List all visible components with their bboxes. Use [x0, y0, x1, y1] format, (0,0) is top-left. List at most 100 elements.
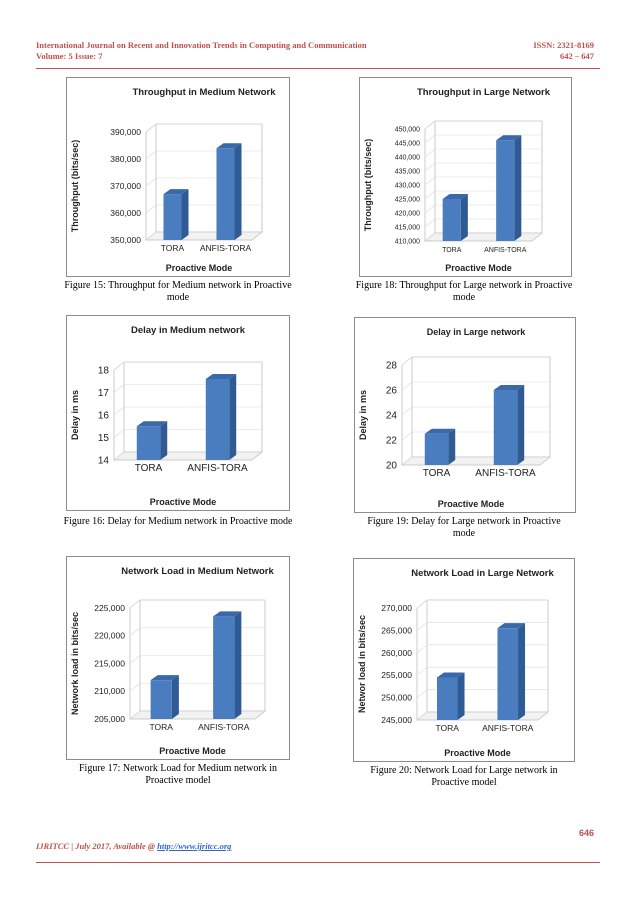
bar-top [213, 611, 242, 617]
bar-side [234, 611, 242, 719]
bar-top [493, 385, 525, 390]
grid-diag [401, 431, 413, 441]
x-tick-label: TORA [436, 723, 460, 733]
y-tick-label: 260,000 [381, 648, 412, 658]
y-tick-label: 225,000 [94, 603, 125, 613]
y-tick-label: 380,000 [110, 154, 141, 164]
grid-diag [145, 123, 157, 133]
y-tick-label: 16 [98, 411, 110, 422]
journal-issn: ISSN: 2321-8169 [533, 40, 594, 50]
grid-diag [424, 134, 436, 144]
y-tick-label: 420,000 [395, 210, 420, 217]
y-tick-label: 350,000 [110, 235, 141, 245]
x-tick-label: TORA [423, 468, 451, 479]
grid-diag [129, 655, 141, 664]
grid-diag [424, 148, 436, 158]
grid-diag [113, 406, 125, 416]
caption-fig20: Figure 20: Network Load for Large networ… [370, 765, 558, 788]
x-axis-label: Proactive Mode [438, 499, 505, 509]
y-tick-label: 220,000 [94, 631, 125, 641]
bar-top [497, 623, 526, 629]
y-tick-label: 245,000 [381, 715, 412, 725]
journal-header-right: ISSN: 2321-8169 642 – 647 [533, 40, 594, 62]
y-tick-label: 430,000 [395, 182, 420, 189]
chart-title: Delay in Medium network [131, 325, 246, 336]
bar [136, 426, 161, 460]
floor [128, 710, 267, 720]
x-axis-label: Proactive Mode [166, 263, 233, 273]
bar-side [518, 623, 526, 720]
y-tick-label: 445,000 [395, 140, 420, 147]
caption-fig18: Figure 18: Throughput for Large network … [355, 280, 573, 303]
header-rule [36, 68, 600, 69]
x-tick-label: TORA [135, 463, 163, 474]
grid-diag [129, 599, 141, 609]
bar-side [234, 143, 242, 240]
chart-network-load-large: 245,000 250,000 255,000 260,000 265,000 270,0… [353, 558, 575, 762]
grid-diag [416, 599, 428, 609]
y-tick-label: 425,000 [395, 196, 420, 203]
bar-side [517, 385, 525, 465]
footer-link[interactable]: http://www.ijritcc.org [157, 841, 232, 851]
grid-diag [129, 710, 141, 720]
grid-diag [145, 150, 157, 160]
grid-diag [424, 162, 436, 172]
y-axis-label: Network load in bits/sec [70, 612, 80, 715]
chart-svg: 410,000 415,000 420,000 425,000 430,000 435,0… [359, 77, 572, 277]
bar [205, 379, 230, 460]
grid-diag [416, 711, 428, 721]
floor [144, 231, 264, 241]
bar-side [457, 672, 465, 720]
y-tick-label: 15 [98, 433, 110, 444]
journal-header: International Journal on Recent and Inno… [36, 40, 367, 62]
bar-top [216, 143, 242, 149]
y-tick-label: 14 [98, 456, 110, 467]
y-axis-label: Delay in ms [70, 390, 80, 440]
floor [423, 232, 544, 242]
x-tick-label: ANFIS-TORA [475, 468, 536, 479]
bar-side [229, 374, 237, 460]
bar [496, 140, 515, 241]
bar [150, 680, 172, 719]
grid-diag [401, 381, 413, 391]
bar [216, 148, 235, 240]
grid-diag [424, 120, 436, 130]
journal-volume: Volume: 5 Issue: 7 [36, 51, 103, 61]
y-tick-label: 255,000 [381, 670, 412, 680]
bar-top [424, 428, 456, 434]
y-tick-label: 28 [386, 361, 398, 372]
footer: IJRITCC | July 2017, Available @ http://… [36, 841, 231, 851]
y-tick-label: 24 [386, 411, 398, 422]
bar-side [160, 421, 168, 460]
bar-top [136, 421, 168, 427]
bar-side [460, 194, 468, 241]
bar-top [496, 135, 522, 141]
journal-pages: 642 – 647 [560, 51, 594, 61]
bar [493, 390, 518, 465]
chart-svg: 205,000 210,000 215,000 220,000 225,000 TORA A… [66, 556, 290, 760]
bar [436, 677, 458, 720]
journal-title: International Journal on Recent and Inno… [36, 40, 367, 50]
floor [415, 711, 550, 721]
bar [163, 194, 182, 240]
grid-diag [416, 644, 428, 654]
grid-diag [113, 429, 125, 438]
bar-side [171, 675, 179, 719]
grid-diag [145, 231, 157, 241]
footer-rule [36, 862, 600, 863]
chart-svg: 14 15 16 17 18 TORA ANFIS-TORA Delay in Medium … [66, 315, 290, 511]
chart-network-load-medium: 205,000 210,000 215,000 220,000 225,000 TORA A… [66, 556, 290, 760]
caption-fig16: Figure 16: Delay for Medium network in P… [63, 516, 293, 527]
chart-title: Throughput in Medium Network [132, 87, 276, 98]
x-tick-label: TORA [442, 247, 462, 254]
y-tick-label: 215,000 [94, 658, 125, 668]
y-axis-label: Throughput (bits/sec) [70, 140, 80, 233]
y-tick-label: 26 [386, 386, 398, 397]
y-tick-label: 435,000 [395, 168, 420, 175]
floor [112, 451, 264, 461]
y-tick-label: 265,000 [381, 625, 412, 635]
y-tick-label: 415,000 [395, 224, 420, 231]
bar-top [163, 189, 189, 195]
y-tick-label: 410,000 [395, 238, 420, 245]
bar [424, 433, 449, 465]
